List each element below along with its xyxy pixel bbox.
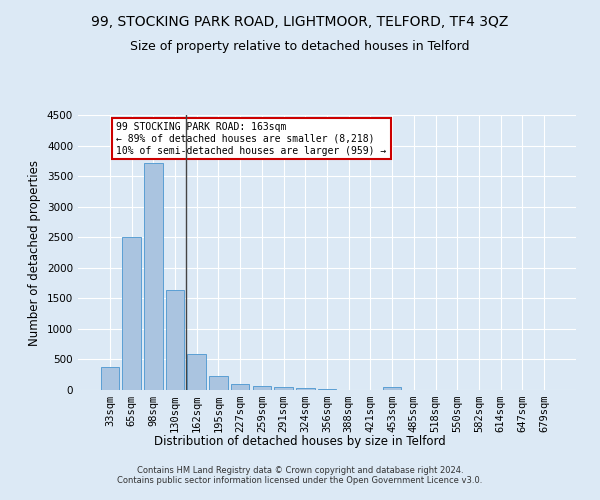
Bar	[209, 376, 227, 390]
Bar	[101, 368, 119, 390]
Bar	[231, 384, 250, 390]
Bar	[383, 386, 401, 390]
Bar	[296, 388, 314, 390]
Text: 99 STOCKING PARK ROAD: 163sqm
← 89% of detached houses are smaller (8,218)
10% o: 99 STOCKING PARK ROAD: 163sqm ← 89% of d…	[116, 122, 386, 156]
Bar	[122, 237, 141, 390]
Bar	[187, 354, 206, 390]
Bar	[318, 389, 336, 390]
Bar	[253, 386, 271, 390]
Text: Distribution of detached houses by size in Telford: Distribution of detached houses by size …	[154, 435, 446, 448]
Bar	[274, 387, 293, 390]
Y-axis label: Number of detached properties: Number of detached properties	[28, 160, 41, 346]
Text: 99, STOCKING PARK ROAD, LIGHTMOOR, TELFORD, TF4 3QZ: 99, STOCKING PARK ROAD, LIGHTMOOR, TELFO…	[91, 15, 509, 29]
Bar	[166, 290, 184, 390]
Bar	[144, 162, 163, 390]
Text: Size of property relative to detached houses in Telford: Size of property relative to detached ho…	[130, 40, 470, 53]
Text: Contains HM Land Registry data © Crown copyright and database right 2024.
Contai: Contains HM Land Registry data © Crown c…	[118, 466, 482, 485]
